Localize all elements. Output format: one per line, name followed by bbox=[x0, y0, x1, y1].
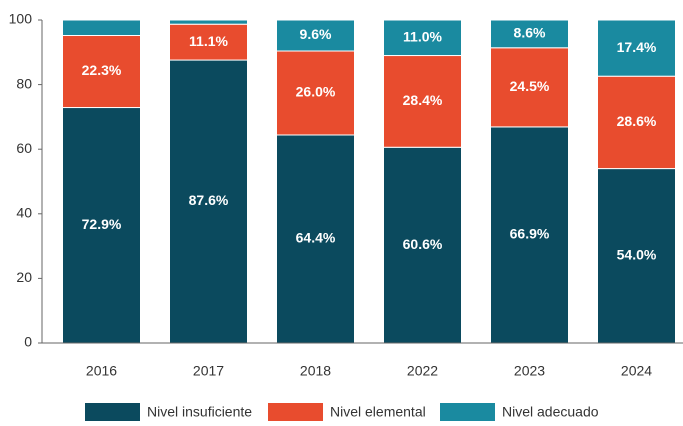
x-tick-label: 2023 bbox=[514, 363, 545, 379]
x-tick-label: 2022 bbox=[407, 363, 438, 379]
bar-segment bbox=[276, 50, 355, 136]
legend-label: Nivel adecuado bbox=[502, 404, 599, 420]
y-tick-label: 80 bbox=[16, 75, 32, 91]
legend-swatch bbox=[440, 403, 495, 421]
y-tick-label: 60 bbox=[16, 140, 32, 156]
data-label: 11.1% bbox=[189, 33, 228, 49]
data-label: 28.4% bbox=[403, 92, 443, 108]
bar-segment bbox=[597, 75, 676, 170]
y-tick-label: 20 bbox=[16, 269, 32, 285]
bar-segment bbox=[597, 19, 676, 77]
data-label: 54.0% bbox=[617, 246, 657, 262]
data-label: 17.4% bbox=[617, 39, 657, 55]
legend-swatch bbox=[268, 403, 323, 421]
y-tick-label: 0 bbox=[24, 334, 32, 350]
data-label: 8.6% bbox=[514, 25, 546, 41]
bar-segment bbox=[383, 55, 462, 148]
data-label: 26.0% bbox=[296, 84, 336, 100]
bar-segment bbox=[62, 35, 141, 109]
x-tick-label: 2018 bbox=[300, 363, 331, 379]
bar-segment bbox=[276, 134, 355, 344]
legend-swatch bbox=[85, 403, 140, 421]
data-label: 28.6% bbox=[617, 113, 657, 129]
bar-segment bbox=[490, 126, 569, 344]
bar-segment bbox=[169, 23, 248, 61]
x-tick-label: 2016 bbox=[86, 363, 117, 379]
legend-label: Nivel insuficiente bbox=[147, 404, 252, 420]
bar-segment bbox=[276, 19, 355, 52]
bar-segment bbox=[597, 168, 676, 344]
data-label: 24.5% bbox=[510, 78, 550, 94]
data-label: 72.9% bbox=[82, 216, 122, 232]
data-label: 66.9% bbox=[510, 226, 550, 242]
bar-segment bbox=[383, 146, 462, 344]
data-label: 87.6% bbox=[189, 192, 229, 208]
bar-segment bbox=[62, 19, 141, 37]
data-label: 64.4% bbox=[296, 230, 336, 246]
y-tick-label: 40 bbox=[16, 205, 32, 221]
x-tick-label: 2024 bbox=[621, 363, 652, 379]
data-label: 60.6% bbox=[403, 236, 443, 252]
legend-label: Nivel elemental bbox=[330, 404, 426, 420]
data-label: 9.6% bbox=[300, 26, 332, 42]
bar-segment bbox=[169, 59, 248, 344]
y-tick-label: 100 bbox=[9, 11, 33, 27]
bar-segment bbox=[169, 19, 248, 25]
data-label: 22.3% bbox=[82, 62, 122, 78]
bar-segment bbox=[490, 47, 569, 128]
x-tick-label: 2017 bbox=[193, 363, 224, 379]
bar-segment bbox=[490, 19, 569, 49]
data-label: 11.0% bbox=[403, 28, 442, 44]
bar-segment bbox=[383, 19, 462, 57]
